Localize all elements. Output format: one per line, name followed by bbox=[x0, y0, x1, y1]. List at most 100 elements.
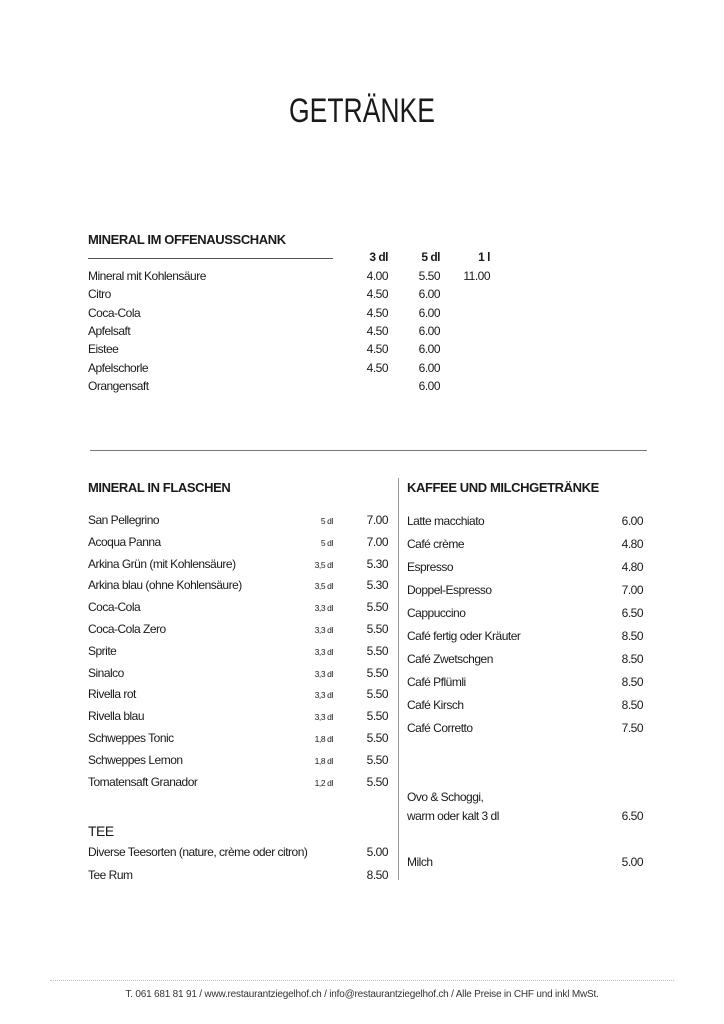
price-3dl: 4.00 bbox=[366, 269, 389, 283]
footer-divider bbox=[50, 980, 674, 981]
column-divider bbox=[398, 478, 399, 880]
item-name: Espresso bbox=[407, 560, 454, 574]
item-price: 7.00 bbox=[366, 534, 389, 549]
ovo-line2: warm oder kalt 3 dl bbox=[407, 809, 499, 823]
item-size: 3,3 dl bbox=[314, 690, 334, 701]
price-5dl: 6.00 bbox=[418, 287, 441, 302]
item-size: 5 dl bbox=[320, 537, 334, 548]
item-price: 5.50 bbox=[366, 622, 389, 636]
item-price: 5.50 bbox=[366, 600, 389, 615]
item-name: Café Zwetschgen bbox=[407, 652, 493, 666]
item-name: Arkina blau (ohne Kohlensäure) bbox=[88, 578, 242, 593]
item-price: 5.50 bbox=[366, 687, 389, 702]
item-price: 8.50 bbox=[621, 652, 644, 666]
price-5dl: 5.50 bbox=[418, 269, 441, 283]
item-name: Acoqua Panna bbox=[88, 534, 161, 549]
item-price: 7.00 bbox=[621, 583, 644, 597]
item-name: Café crème bbox=[407, 537, 465, 551]
item-size: 3,3 dl bbox=[314, 603, 334, 614]
item-price: 5.50 bbox=[366, 774, 389, 789]
item-size: 3,3 dl bbox=[314, 646, 334, 657]
column-header-3dl: 3 dl bbox=[369, 250, 388, 264]
item-size: 1,8 dl bbox=[314, 755, 334, 766]
item-price: 5.50 bbox=[366, 752, 389, 767]
item-name: Café Kirsch bbox=[407, 698, 464, 712]
item-size: 3,3 dl bbox=[314, 712, 334, 723]
price-3dl: 4.50 bbox=[366, 323, 389, 338]
price-3dl: 4.50 bbox=[366, 342, 389, 357]
item-size: 3,5 dl bbox=[314, 581, 334, 592]
price-3dl: 4.50 bbox=[366, 287, 389, 302]
price-5dl: 6.00 bbox=[418, 323, 441, 338]
item-name: San Pellegrino bbox=[88, 513, 160, 527]
section-heading-flaschen: MINERAL IN FLASCHEN bbox=[88, 480, 231, 495]
item-name: Coca-Cola Zero bbox=[88, 622, 166, 636]
item-name: Rivella rot bbox=[88, 687, 136, 702]
page-title: GETRÄNKE bbox=[289, 92, 435, 130]
milch-price: 5.00 bbox=[621, 855, 644, 869]
item-name: Coca-Cola bbox=[88, 600, 141, 615]
price-5dl: 6.00 bbox=[418, 342, 441, 357]
price-3dl: 4.50 bbox=[366, 305, 389, 320]
item-name: Mineral mit Kohlensäure bbox=[88, 269, 206, 283]
section-heading-kaffee: KAFFEE UND MILCHGETRÄNKE bbox=[407, 480, 599, 495]
section-heading-offenausschank: MINERAL IM OFFENAUSSCHANK bbox=[88, 232, 286, 247]
column-header-5dl: 5 dl bbox=[421, 250, 440, 264]
item-price: 4.80 bbox=[621, 537, 644, 551]
item-name: Doppel-Espresso bbox=[407, 583, 492, 597]
item-price: 8.50 bbox=[621, 675, 644, 689]
item-name: Tomatensaft Granador bbox=[88, 774, 198, 789]
item-name: Citro bbox=[88, 287, 111, 302]
item-name: Café Corretto bbox=[407, 721, 473, 735]
price-5dl: 6.00 bbox=[418, 378, 441, 393]
column-header-1l: 1 l bbox=[478, 250, 490, 264]
footer-contact: T. 061 681 81 91 / www.restaurantziegelh… bbox=[125, 989, 599, 1000]
item-name: Café fertig oder Kräuter bbox=[407, 629, 521, 643]
ovo-line1: Ovo & Schoggi, bbox=[407, 790, 484, 804]
item-price: 7.50 bbox=[621, 721, 644, 735]
item-price: 4.80 bbox=[621, 560, 644, 574]
section-heading-tee: TEE bbox=[88, 823, 114, 839]
item-size: 1,2 dl bbox=[314, 777, 334, 788]
divider bbox=[88, 258, 333, 259]
item-price: 8.50 bbox=[621, 629, 644, 643]
item-price: 8.50 bbox=[621, 698, 644, 712]
item-size: 3,5 dl bbox=[314, 559, 334, 570]
section-divider bbox=[90, 450, 647, 451]
price-5dl: 6.00 bbox=[418, 305, 441, 320]
item-name: Orangensaft bbox=[88, 378, 149, 393]
item-price: 8.50 bbox=[366, 868, 389, 882]
item-price: 5.50 bbox=[366, 643, 389, 658]
item-size: 5 dl bbox=[320, 516, 334, 526]
item-price: 5.50 bbox=[366, 731, 389, 745]
item-size: 3,3 dl bbox=[314, 625, 334, 635]
item-name: Rivella blau bbox=[88, 709, 145, 724]
ovo-price: 6.50 bbox=[621, 809, 644, 823]
item-name: Sinalco bbox=[88, 665, 124, 680]
item-price: 5.30 bbox=[366, 578, 389, 593]
milch-name: Milch bbox=[407, 855, 433, 869]
item-name: Café Pflümli bbox=[407, 675, 466, 689]
item-name: Apfelsaft bbox=[88, 323, 131, 338]
item-price: 7.00 bbox=[366, 513, 389, 527]
item-name: Arkina Grün (mit Kohlensäure) bbox=[88, 556, 236, 571]
item-name: Sprite bbox=[88, 643, 117, 658]
item-price: 6.00 bbox=[621, 514, 644, 528]
item-name: Schweppes Tonic bbox=[88, 731, 174, 745]
item-price: 5.50 bbox=[366, 665, 389, 680]
item-name: Apfelschorle bbox=[88, 360, 149, 375]
price-5dl: 6.00 bbox=[418, 360, 441, 375]
item-name: Latte macchiato bbox=[407, 514, 485, 528]
item-size: 3,3 dl bbox=[314, 668, 334, 679]
item-price: 5.50 bbox=[366, 709, 389, 724]
price-1l: 11.00 bbox=[463, 269, 490, 283]
item-price: 6.50 bbox=[621, 606, 644, 620]
item-name: Tee Rum bbox=[88, 868, 133, 882]
item-name: Cappuccino bbox=[407, 606, 466, 620]
item-price: 5.00 bbox=[366, 845, 389, 859]
item-name: Coca-Cola bbox=[88, 305, 141, 320]
price-3dl: 4.50 bbox=[366, 360, 389, 375]
item-name: Schweppes Lemon bbox=[88, 752, 183, 767]
item-size: 1,8 dl bbox=[314, 734, 334, 744]
item-name: Diverse Teesorten (nature, crème oder ci… bbox=[88, 845, 308, 859]
